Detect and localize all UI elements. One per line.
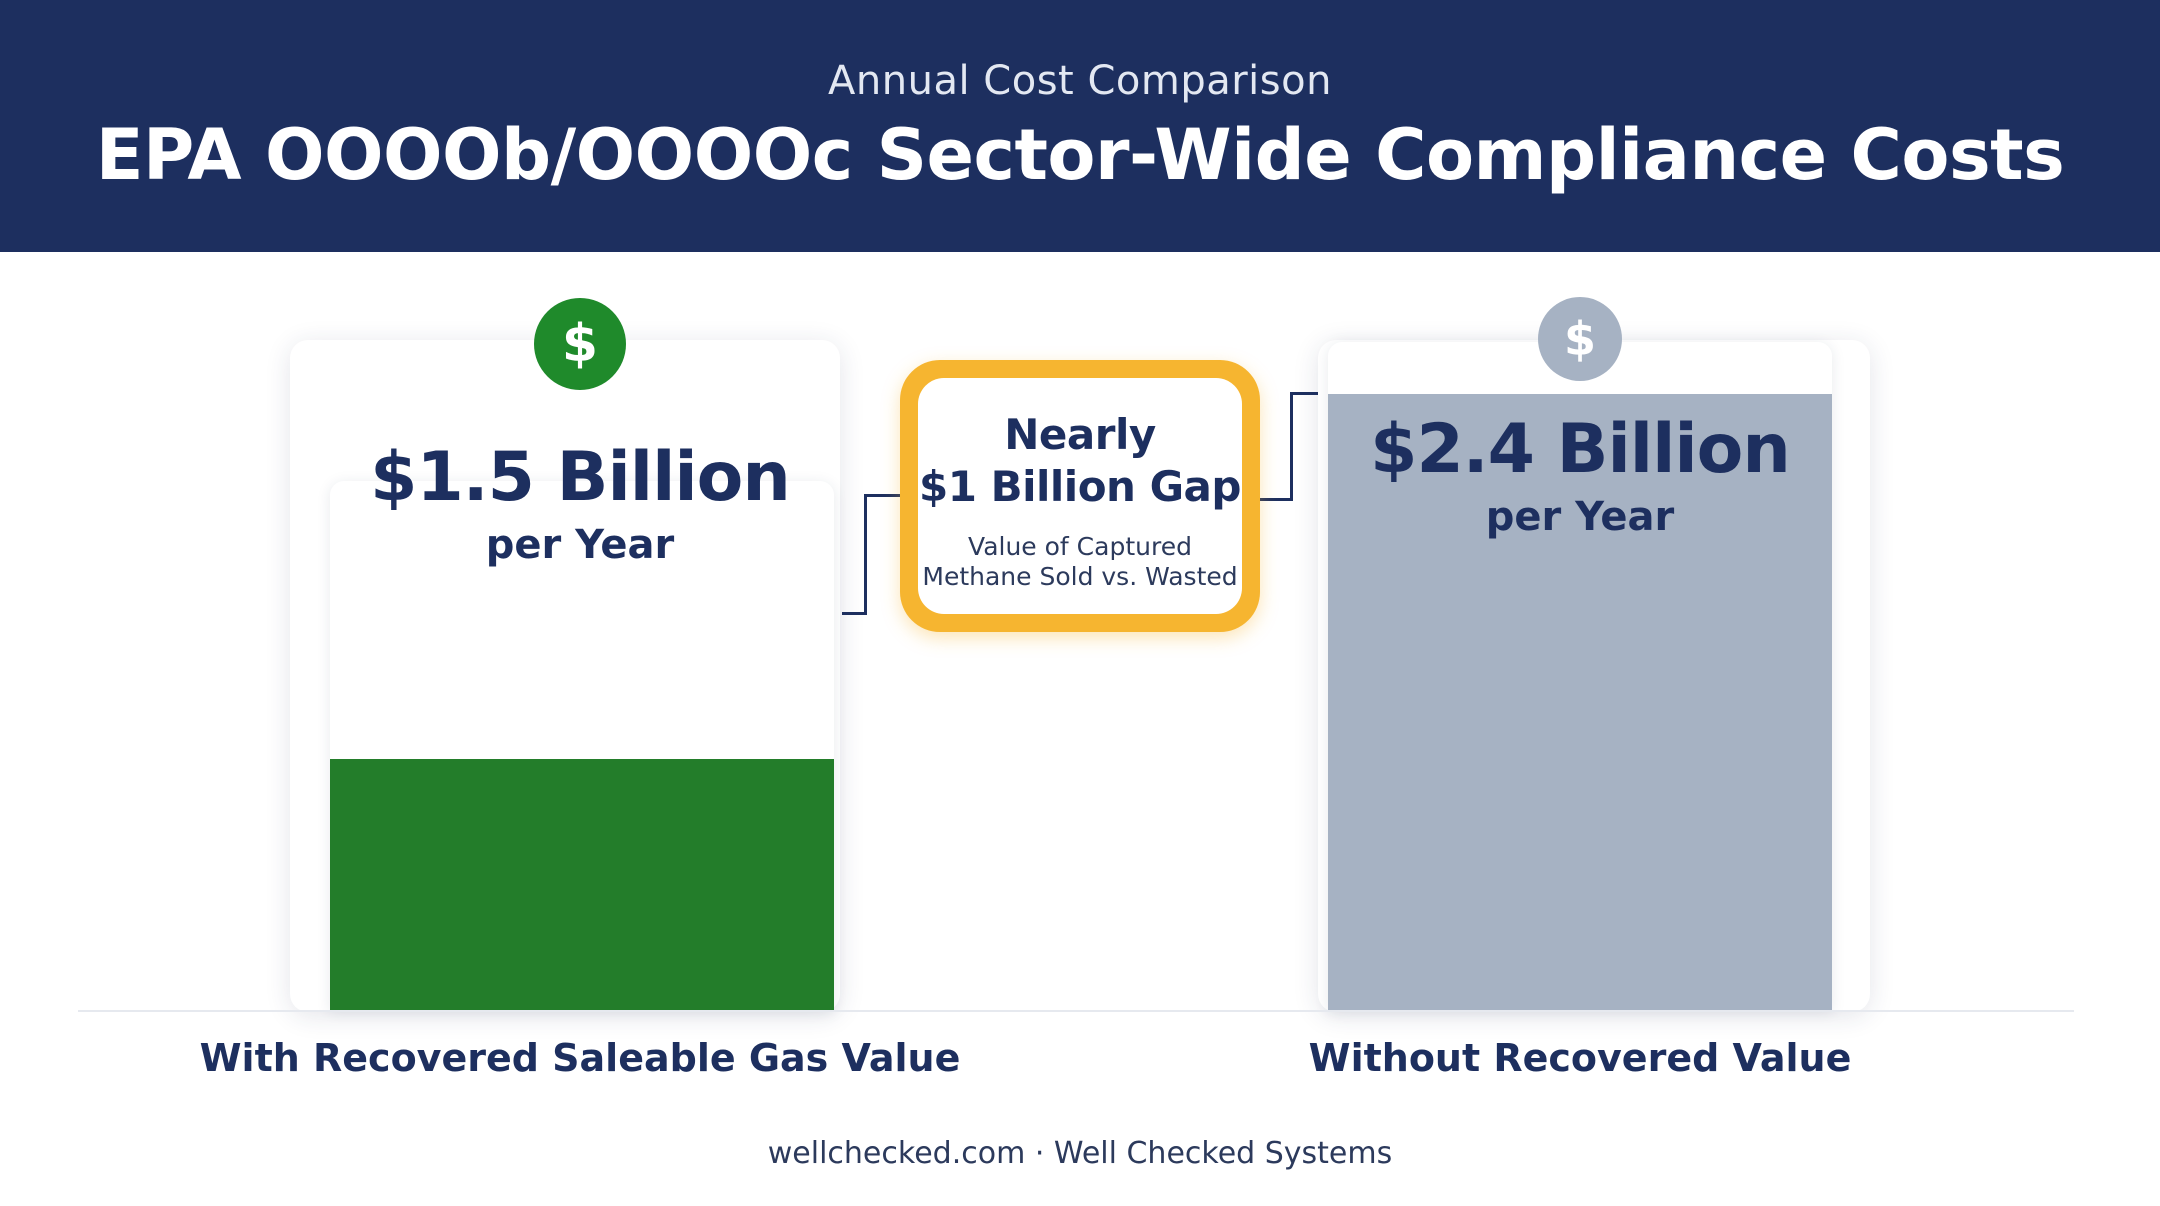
header-banner: Annual Cost Comparison EPA OOOOb/OOOOc S… xyxy=(0,0,2160,252)
dollar-icon: $ xyxy=(1538,297,1622,381)
gap-annotation-title-line2: $1 Billion Gap xyxy=(919,462,1241,511)
gap-annotation-sub-line2: Methane Sold vs. Wasted xyxy=(922,562,1238,591)
connector-right-vertical xyxy=(1290,392,1293,501)
chart-title: EPA OOOOb/OOOOc Sector-Wide Compliance C… xyxy=(95,114,2065,196)
chart-baseline xyxy=(78,1010,2074,1012)
connector-right-horizontal-top xyxy=(1290,392,1318,395)
gap-annotation-title-line1: Nearly xyxy=(1004,410,1156,459)
dollar-glyph: $ xyxy=(561,314,599,374)
gap-annotation-box: Nearly $1 Billion Gap Value of Captured … xyxy=(900,360,1260,632)
bar-fill-without-recovered-value xyxy=(1328,394,1832,1010)
bar-without-recovered-value xyxy=(1328,342,1832,1010)
footer-credit: wellchecked.com · Well Checked Systems xyxy=(767,1136,1393,1171)
connector-right-horizontal-bottom xyxy=(1258,498,1292,501)
dollar-glyph: $ xyxy=(1563,312,1596,366)
category-label-with-recovered: With Recovered Saleable Gas Value xyxy=(199,1036,961,1080)
bar-value-label-with-recovered: $1.5 Billion xyxy=(370,438,791,517)
connector-left-vertical xyxy=(864,494,867,615)
dollar-icon: $ xyxy=(534,298,626,390)
bar-with-recovered-value xyxy=(330,481,834,1010)
gap-annotation-inner: Nearly $1 Billion Gap Value of Captured … xyxy=(918,378,1242,614)
bar-value-label-without-recovered: $2.4 Billion xyxy=(1370,410,1791,489)
gap-annotation-sub-line1: Value of Captured xyxy=(968,532,1192,561)
bar-fill-with-recovered-value xyxy=(330,759,834,1010)
bar-unit-label-without-recovered: per Year xyxy=(1485,494,1675,540)
chart-subtitle: Annual Cost Comparison xyxy=(828,58,1332,104)
category-label-without-recovered: Without Recovered Value xyxy=(1308,1036,1852,1080)
connector-left-horizontal-top xyxy=(864,494,902,497)
connector-left-horizontal-bottom xyxy=(842,612,866,615)
bar-unit-label-with-recovered: per Year xyxy=(485,522,675,568)
